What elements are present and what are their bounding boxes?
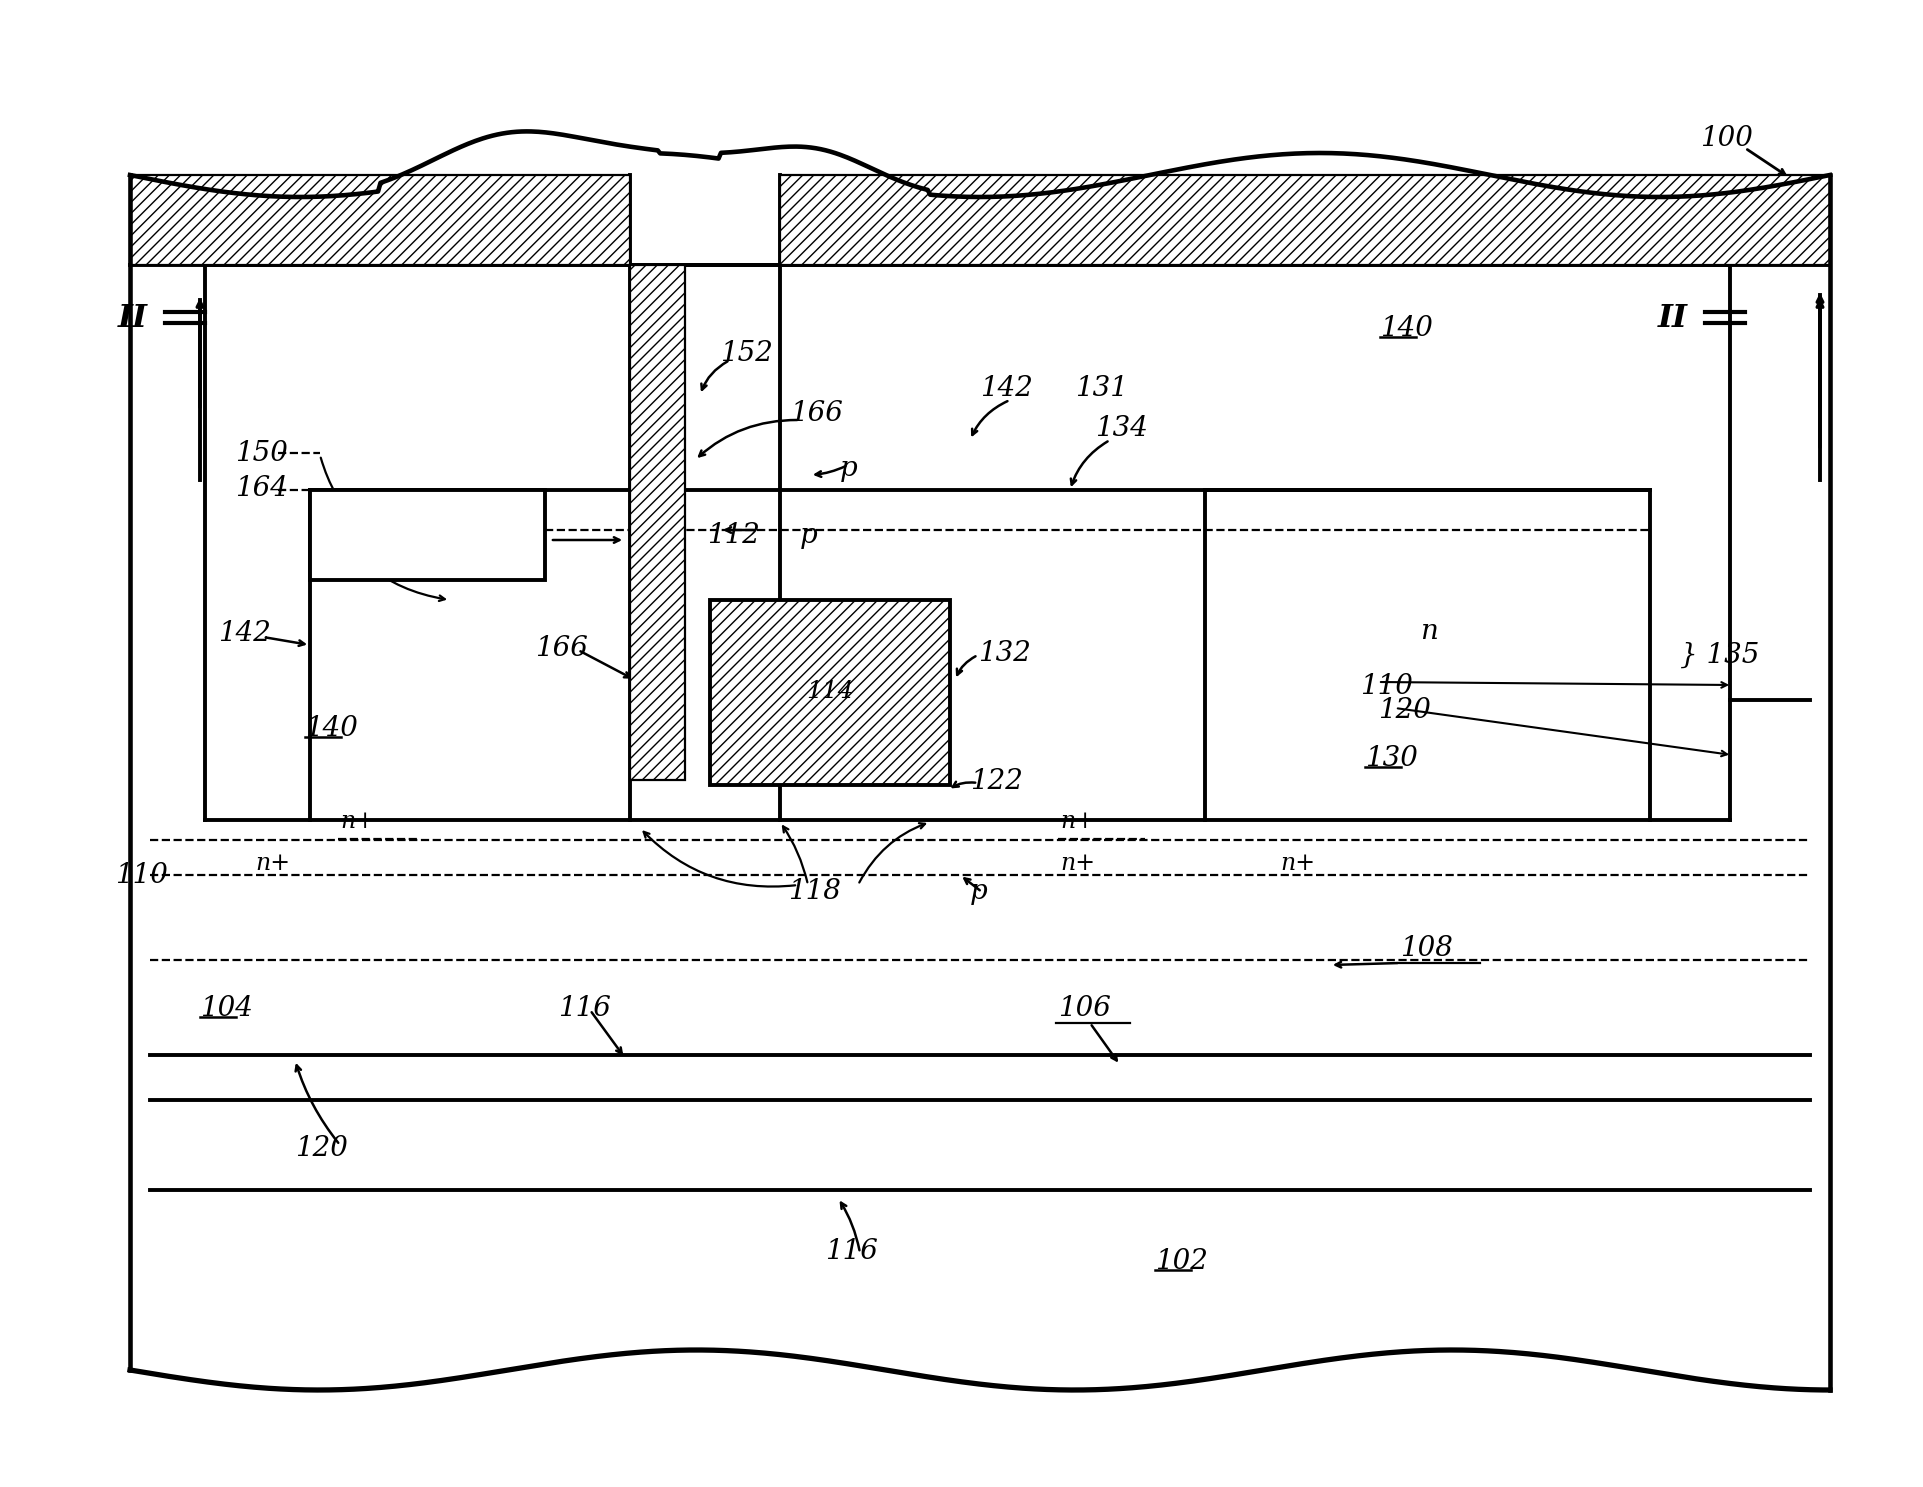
Text: n+: n+	[256, 852, 290, 874]
Text: n+: n+	[408, 528, 446, 552]
Polygon shape	[779, 175, 1829, 265]
Text: 100: 100	[1700, 125, 1752, 152]
Text: 118: 118	[788, 877, 840, 906]
Polygon shape	[131, 175, 629, 265]
Text: 120: 120	[1377, 697, 1431, 724]
Text: 142: 142	[979, 375, 1033, 401]
Text: 142: 142	[217, 620, 271, 647]
Text: p: p	[969, 877, 986, 906]
Text: n+: n+	[1060, 852, 1094, 874]
Text: } 135: } 135	[1679, 641, 1758, 669]
Polygon shape	[629, 265, 685, 781]
Text: 114: 114	[806, 681, 854, 703]
Text: 120: 120	[294, 1135, 348, 1161]
Text: 166: 166	[535, 635, 588, 662]
Text: 122: 122	[969, 767, 1023, 796]
Text: 116: 116	[558, 995, 612, 1022]
Text: p: p	[840, 455, 858, 482]
Text: 110: 110	[1360, 674, 1411, 700]
Text: 140: 140	[1379, 315, 1433, 342]
Text: II: II	[117, 303, 148, 335]
Text: II: II	[1658, 303, 1686, 335]
Text: 112: 112	[708, 522, 760, 549]
Text: 136: 136	[319, 497, 367, 519]
Text: 152: 152	[719, 341, 773, 367]
Text: n+: n+	[1060, 810, 1094, 833]
Text: 166: 166	[790, 400, 842, 427]
Text: 130: 130	[1363, 745, 1417, 772]
Text: n+: n+	[1279, 852, 1313, 874]
Text: 131: 131	[1075, 375, 1127, 401]
Text: 110: 110	[115, 862, 167, 889]
Text: 150: 150	[235, 440, 288, 467]
Text: 102: 102	[1154, 1248, 1208, 1274]
Text: 140: 140	[306, 715, 358, 742]
Text: 108: 108	[1400, 935, 1452, 962]
Text: n+: n+	[340, 810, 375, 833]
Text: 134: 134	[1094, 415, 1148, 442]
Text: p: p	[800, 522, 817, 549]
Text: 132: 132	[977, 639, 1031, 668]
Bar	[310, 491, 544, 580]
Polygon shape	[710, 599, 950, 785]
Text: n: n	[1419, 619, 1436, 645]
Text: 104: 104	[200, 995, 252, 1022]
Text: 164: 164	[235, 474, 288, 503]
Text: 106: 106	[1058, 995, 1110, 1022]
Text: 116: 116	[825, 1239, 877, 1265]
